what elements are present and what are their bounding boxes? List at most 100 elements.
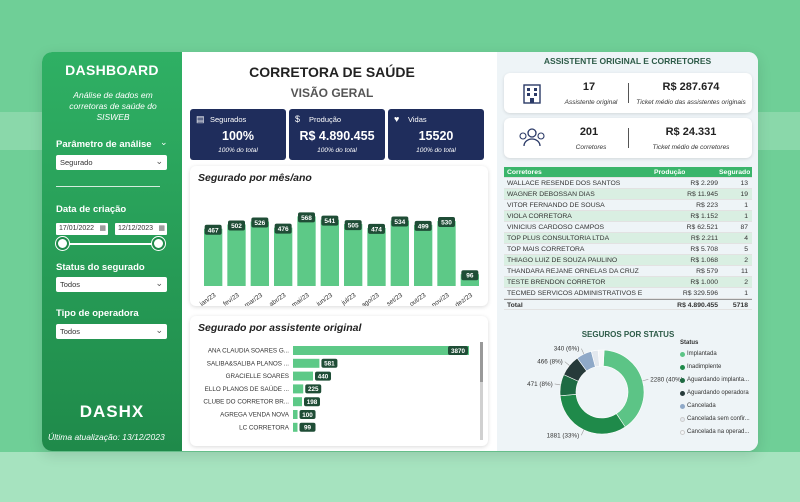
bar[interactable] <box>293 371 314 381</box>
brokers-table: Corretores Produção Segurado WALLACE RES… <box>504 167 752 310</box>
divider <box>628 83 629 103</box>
bar[interactable] <box>344 224 363 286</box>
table-cell: 1 <box>744 202 748 209</box>
bar[interactable] <box>320 219 339 286</box>
data-label: 100 <box>302 412 313 419</box>
table-cell: 87 <box>740 224 748 231</box>
assistant-chart-title: Segurado por assistente original <box>198 322 362 334</box>
chart-scrollbar-thumb[interactable] <box>480 342 483 382</box>
date-start-value: 17/01/2022 <box>59 225 95 232</box>
data-label: 526 <box>254 220 265 227</box>
bar[interactable] <box>293 410 298 419</box>
background-bottom <box>0 452 800 502</box>
table-cell: R$ 579 <box>696 268 718 275</box>
table-row[interactable]: VIOLA CORRETORA R$ 1.152 1 <box>504 211 752 222</box>
tick-label: fev/23 <box>222 292 241 306</box>
table-cell: R$ 2.211 <box>690 235 718 242</box>
table-row[interactable]: WAGNER DEBOSSAN DIAS R$ 11.945 19 <box>504 189 752 200</box>
divider <box>56 186 160 187</box>
bar[interactable] <box>390 220 409 286</box>
dashx-logo: DASHX <box>79 402 145 421</box>
leader-line <box>581 348 585 355</box>
calendar-icon: ▦ <box>99 225 106 232</box>
param-select[interactable]: Segurado ⌄ <box>56 155 167 170</box>
bar[interactable] <box>414 224 433 286</box>
date-slider-end-handle[interactable] <box>152 237 165 250</box>
bar[interactable] <box>204 228 223 286</box>
date-label: Data de criação <box>56 204 127 215</box>
assistants-ticket: R$ 287.674 <box>662 81 720 93</box>
bar[interactable] <box>293 358 320 368</box>
legend-swatch <box>680 365 685 370</box>
kpi-total: 100% do total <box>317 147 357 154</box>
data-label-bg <box>298 212 315 223</box>
table-header-cell[interactable]: Produção <box>654 169 686 176</box>
table-row[interactable]: TESTE BRENDON CORRETOR R$ 1.000 2 <box>504 277 752 288</box>
brokers-ticket-label: Ticket médio de corretores <box>652 144 730 151</box>
legend-swatch <box>680 417 685 422</box>
table-row[interactable]: TECMED SERVICOS ADMINISTRATIVOS E R$ 329.… <box>504 288 752 299</box>
legend-item[interactable]: Cancelada na operad... <box>680 429 750 442</box>
category-label: GRACIELLE SOARES <box>226 373 289 380</box>
bar[interactable] <box>250 221 269 286</box>
chevron-down-icon[interactable]: ⌄ <box>160 137 168 147</box>
table-row[interactable]: THANDARA REJANE ORNELAS DA CRUZ R$ 579 11 <box>504 266 752 277</box>
bar[interactable] <box>227 224 246 286</box>
bar[interactable] <box>274 227 293 286</box>
table-cell: 4 <box>744 235 748 242</box>
data-label-bg <box>251 217 269 228</box>
data-label-bg <box>414 220 432 231</box>
bar[interactable] <box>293 346 469 355</box>
table-cell: 2 <box>744 279 748 286</box>
table-cell: WALLACE RESENDE DOS SANTOS <box>507 180 621 187</box>
slice-label: 2280 (40%) <box>650 376 683 383</box>
table-row[interactable]: TOP MAIS CORRETORA R$ 5.708 5 <box>504 244 752 255</box>
table-cell: R$ 5.708 <box>690 246 718 253</box>
legend-item[interactable]: Inadimplente <box>680 364 750 377</box>
dashboard-card: DASHBOARD Análise de dados em corretoras… <box>42 52 758 451</box>
bar[interactable] <box>437 221 456 286</box>
money-icon: $ <box>295 114 301 124</box>
bar[interactable] <box>293 384 304 394</box>
donut-slice[interactable] <box>602 349 645 428</box>
tick-label: nov/23 <box>431 292 451 306</box>
table-row[interactable]: THIAGO LUIZ DE SOUZA PAULINO R$ 1.068 2 <box>504 255 752 266</box>
legend-item[interactable]: Cancelada <box>680 403 750 416</box>
table-row[interactable]: TOP PLUS CONSULTORIA LTDA R$ 2.211 4 <box>504 233 752 244</box>
date-slider-start-handle[interactable] <box>56 237 69 250</box>
legend-item[interactable]: Cancelada sem confir... <box>680 416 750 429</box>
table-row[interactable]: VITOR FERNANDO DE SOUSA R$ 223 1 <box>504 200 752 211</box>
page-title: CORRETORA DE SAÚDE <box>249 64 415 80</box>
table-cell: R$ 2.299 <box>690 180 718 187</box>
table-cell: 19 <box>740 191 748 198</box>
chart-scrollbar[interactable] <box>480 342 483 440</box>
data-label: 467 <box>208 227 219 234</box>
bar[interactable] <box>293 397 303 407</box>
chevron-down-icon: ⌄ <box>155 325 163 335</box>
legend-item[interactable]: Implantada <box>680 351 750 364</box>
group-icon <box>519 128 545 147</box>
table-header-cell[interactable]: Segurado <box>719 169 751 176</box>
data-label-bg <box>321 358 338 368</box>
data-label-bg <box>315 371 332 381</box>
status-select[interactable]: Todos ⌄ <box>56 277 167 292</box>
operator-select[interactable]: Todos ⌄ <box>56 324 167 339</box>
table-header-cell[interactable]: Corretores <box>507 169 542 176</box>
table-row[interactable]: VINICIUS CARDOSO CAMPOS R$ 62.521 87 <box>504 222 752 233</box>
date-end-input[interactable]: 12/12/2023 ▦ <box>115 223 167 235</box>
date-start-input[interactable]: 17/01/2022 ▦ <box>56 223 108 235</box>
bar[interactable] <box>293 422 298 432</box>
monthly-bar-chart: 467 jan/23 502 fev/23 526 mar/23 476 abr/23 568 m… <box>198 212 479 306</box>
donut-slice[interactable] <box>559 394 626 435</box>
legend-label: Aguardando operadora <box>687 390 749 396</box>
data-label: 476 <box>278 226 289 233</box>
data-label-bg <box>204 224 222 235</box>
legend-item[interactable]: Aguardando operadora <box>680 390 750 403</box>
bar[interactable] <box>297 216 316 286</box>
table-row[interactable]: WALLACE RESENDE DOS SANTOS R$ 2.299 13 <box>504 178 752 189</box>
category-label: CLUBE DO CORRETOR BR... <box>203 399 289 406</box>
bar[interactable] <box>367 227 386 286</box>
donut-slice[interactable] <box>597 349 605 367</box>
operator-select-value: Todos <box>60 327 81 336</box>
legend-item[interactable]: Aguardando implanta... <box>680 377 750 390</box>
